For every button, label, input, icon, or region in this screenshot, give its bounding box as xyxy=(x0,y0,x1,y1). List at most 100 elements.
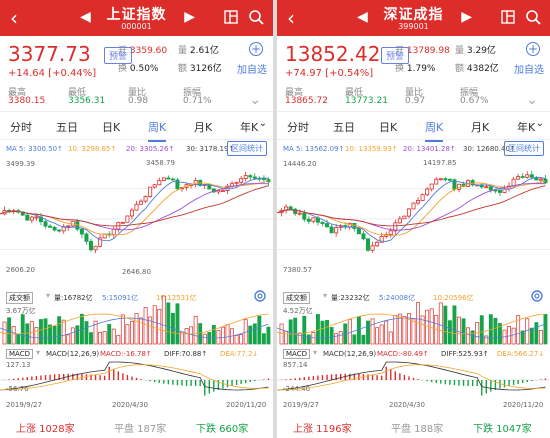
macd-indicator-select[interactable]: MACD xyxy=(283,349,310,359)
volume-bar xyxy=(239,334,244,345)
back-icon[interactable]: ‹ xyxy=(287,6,295,30)
search-icon[interactable] xyxy=(525,9,541,25)
candle-body xyxy=(84,233,89,242)
price-change: +74.97 [+0.54%] xyxy=(285,68,374,79)
search-icon[interactable] xyxy=(248,9,264,25)
vol-dropdown-icon[interactable]: ▾ xyxy=(323,291,328,300)
next-index-icon[interactable]: ▶ xyxy=(184,9,195,25)
volume-bar xyxy=(457,316,461,345)
prev-index-icon[interactable]: ◀ xyxy=(80,9,91,25)
vol-ma-line xyxy=(0,313,269,335)
volume-bar xyxy=(420,315,425,345)
vol-ma5: 5:24008亿 xyxy=(379,294,416,302)
volume-bar xyxy=(225,324,230,345)
trough-label: 2646.80 xyxy=(122,268,151,276)
tab-dropdown-icon[interactable]: ⌄ xyxy=(535,118,544,129)
volume-panel[interactable]: 成交额 ▾ 量:16782亿 5:15091亿 10:12531亿 3.67万亿 xyxy=(0,288,273,346)
macd-dropdown-icon[interactable]: ▾ xyxy=(36,348,41,357)
share-icon[interactable] xyxy=(223,9,239,25)
macd-indicator-select[interactable]: MACD xyxy=(6,349,33,359)
volume-bar xyxy=(384,320,389,345)
macd-params: MACD(12,26,9) xyxy=(323,350,377,358)
tab-0[interactable]: 分时 xyxy=(10,121,32,134)
add-icon[interactable]: + xyxy=(249,42,263,56)
vol-total: 量:16782亿 xyxy=(54,294,93,302)
volume-bar xyxy=(429,308,434,345)
tab-5[interactable]: 年K xyxy=(517,121,536,134)
tab-0[interactable]: 分时 xyxy=(287,121,309,134)
index-code: 399001 xyxy=(398,22,429,31)
share-icon[interactable] xyxy=(500,9,516,25)
volume-bar xyxy=(157,308,162,345)
volume-bar xyxy=(39,319,43,345)
vol-indicator-select[interactable]: 成交额 xyxy=(283,292,310,304)
chevron-down-icon[interactable]: ⌄ xyxy=(249,92,261,108)
macd-line xyxy=(277,364,546,391)
alert-button[interactable]: 预警 xyxy=(381,47,410,64)
volume-bar xyxy=(297,332,302,345)
amount-label: 额 xyxy=(178,64,188,74)
settings-icon[interactable] xyxy=(530,289,544,303)
volume-bar xyxy=(93,320,98,345)
market-breadth: 上涨 1196家 平盘 188家 下跌 1047家 xyxy=(277,416,550,438)
volume-bar xyxy=(161,295,166,345)
tab-dropdown-icon[interactable]: ⌄ xyxy=(258,118,267,129)
right-panel: ‹ ◀ 深证成指 399001 ▶ 13852.42 预警 +74.97 [+0… xyxy=(277,0,550,438)
chevron-down-icon[interactable]: ⌄ xyxy=(526,92,538,108)
turnover-label: 换 xyxy=(395,64,405,74)
add-watchlist-button[interactable]: 加自选 xyxy=(237,65,267,76)
ma-line xyxy=(0,185,269,227)
macd-panel[interactable]: MACD ▾ MACD(12,26,9) MACD:-16.78↑ DIFF:7… xyxy=(0,347,273,399)
tab-4[interactable]: 月K xyxy=(194,121,213,134)
candle-body xyxy=(434,178,439,185)
candle-body xyxy=(52,226,57,231)
kline-svg xyxy=(0,171,273,254)
vol-dropdown-icon[interactable]: ▾ xyxy=(46,291,51,300)
tab-1[interactable]: 五日 xyxy=(56,121,78,134)
kline-chart[interactable]: 14446.20 7380.57 14197.85 xyxy=(277,158,550,280)
volume-bar xyxy=(266,326,271,345)
macd-line xyxy=(0,364,269,391)
macd-dropdown-icon[interactable]: ▾ xyxy=(313,348,318,357)
kline-chart[interactable]: 3499.39 2606.20 3458.79 2646.80 xyxy=(0,158,273,280)
next-index-icon[interactable]: ▶ xyxy=(461,9,472,25)
tab-2[interactable]: 日K xyxy=(102,121,121,134)
add-watchlist-button[interactable]: 加自选 xyxy=(514,65,544,76)
volume-panel[interactable]: 成交额 ▾ 量:23232亿 5:24008亿 10:20596亿 4.52万亿 xyxy=(277,288,550,346)
range-stat-button[interactable]: 区间统计 xyxy=(504,141,544,156)
prev-index-icon[interactable]: ◀ xyxy=(357,9,368,25)
tab-3[interactable]: 周K xyxy=(425,121,444,142)
candle-body xyxy=(248,175,253,178)
vol-indicator-select[interactable]: 成交额 xyxy=(6,292,33,304)
index-code: 000001 xyxy=(121,22,152,31)
macd-value: MACD:-16.78↑ xyxy=(100,350,152,358)
volume-bar xyxy=(466,327,471,345)
y-bottom-label: 7380.57 xyxy=(283,266,312,274)
volume-bar xyxy=(288,319,293,345)
macd-panel[interactable]: MACD ▾ MACD(12,26,9) MACD:-80.49↑ DIFF:5… xyxy=(277,347,550,399)
tab-3[interactable]: 周K xyxy=(148,121,167,142)
settings-icon[interactable] xyxy=(253,289,267,303)
low-label: 最低 xyxy=(345,88,364,98)
range-stat-button[interactable]: 区间统计 xyxy=(227,141,267,156)
volume-bar xyxy=(130,320,134,345)
volume-bar xyxy=(538,329,543,345)
add-icon[interactable]: + xyxy=(526,42,540,56)
candle-body xyxy=(393,222,398,232)
candle-body xyxy=(388,230,393,236)
candle-body xyxy=(89,240,93,251)
tab-1[interactable]: 五日 xyxy=(333,121,355,134)
period-tabs: 分时 五日 日K 周K 月K 年K ⌄ xyxy=(0,112,273,142)
candle-body xyxy=(484,186,489,189)
ma5-text: MA 5: 3300.50↑ xyxy=(6,145,63,153)
turnover-label: 换 xyxy=(118,64,128,74)
tab-2[interactable]: 日K xyxy=(379,121,398,134)
alert-button[interactable]: 预警 xyxy=(104,47,133,64)
tab-5[interactable]: 年K xyxy=(240,121,259,134)
tab-4[interactable]: 月K xyxy=(471,121,490,134)
candle-body xyxy=(306,218,311,222)
back-icon[interactable]: ‹ xyxy=(10,6,18,30)
turnover-value: 1.79% xyxy=(406,64,436,74)
candle-body xyxy=(139,200,144,205)
macd-params: MACD(12,26,9) xyxy=(46,350,100,358)
